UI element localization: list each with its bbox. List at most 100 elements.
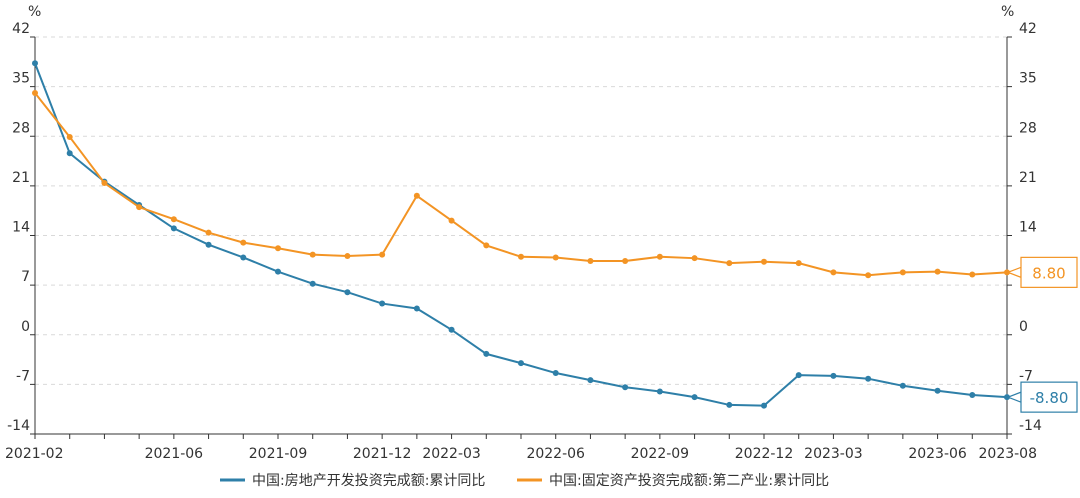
y-tick-label-left: 21 (12, 170, 30, 186)
end-value-label-2: 8.80 (1006, 256, 1078, 288)
end-label-pointer (1006, 391, 1022, 404)
data-point (587, 377, 594, 384)
y-tick-label-left: -7 (16, 368, 30, 384)
legend-label-1: 中国:房地产开发投资完成额:累计同比 (252, 473, 485, 489)
x-tick-label: 2021-12 (353, 446, 412, 462)
end-label-pointer (1006, 266, 1022, 279)
x-tick-label: 2022-12 (735, 446, 794, 462)
data-point (969, 392, 976, 399)
y-tick-label-right: 21 (1019, 170, 1037, 186)
data-point (761, 402, 767, 409)
data-point (101, 180, 108, 187)
end-labels: -8.80 8.80 (1006, 256, 1078, 413)
data-point (656, 388, 663, 395)
data-point (32, 60, 38, 67)
data-point (934, 387, 941, 394)
data-point (205, 241, 212, 248)
y-tick-label-left: 7 (21, 269, 30, 285)
end-label-box (1020, 381, 1078, 413)
data-point (413, 305, 420, 312)
series-line-2 (34, 92, 1008, 277)
series-line-1 (34, 62, 1008, 407)
data-point (969, 271, 976, 278)
x-tick-label: 2023-08 (979, 446, 1038, 462)
data-point (344, 253, 351, 260)
y-tick-label-left: 0 (21, 319, 30, 335)
x-tick-label: 2022-06 (526, 446, 585, 462)
data-point (899, 269, 906, 276)
data-point (170, 216, 177, 223)
data-point (379, 251, 386, 258)
y-tick-label-right: 28 (1019, 120, 1037, 136)
x-tick-label: 2021-02 (5, 446, 64, 462)
data-point (795, 372, 802, 379)
y-tick-label-right: 42 (1019, 21, 1037, 37)
y-tick-label-right: 14 (1019, 220, 1037, 236)
data-point (726, 260, 733, 267)
data-point (899, 382, 906, 389)
y-tick-label-left: 35 (12, 71, 30, 87)
y-tick-label-left: 42 (12, 21, 30, 37)
right-unit-label: % (1001, 4, 1014, 20)
legend: 中国:房地产开发投资完成额:累计同比 中国:固定资产投资完成额:第二产业:累计同比 (220, 472, 829, 489)
y-tick-label-left: -14 (7, 418, 30, 434)
end-label-text: -8.80 (1030, 389, 1069, 407)
data-point (136, 204, 143, 211)
data-point (865, 375, 872, 382)
data-point (275, 245, 281, 252)
data-point (32, 90, 38, 97)
data-point (622, 258, 629, 265)
data-point (448, 217, 455, 224)
y-tick-label-left: 28 (12, 120, 30, 136)
x-tick-label: 2021-06 (145, 446, 204, 462)
data-point (865, 272, 872, 279)
data-point (240, 239, 247, 246)
data-point (170, 225, 177, 232)
data-point (344, 289, 351, 296)
y-tick-label-left: 14 (12, 220, 30, 236)
data-point (622, 384, 629, 391)
y-tick-label-right: 35 (1019, 71, 1037, 87)
data-point (656, 253, 663, 260)
data-point (448, 326, 455, 333)
data-point (830, 372, 837, 379)
end-value-label-1: -8.80 (1006, 381, 1078, 413)
data-point (413, 192, 420, 199)
data-point (691, 394, 698, 401)
data-point (830, 269, 837, 276)
x-tick-label: 2022-09 (631, 446, 690, 462)
end-label-box (1020, 256, 1078, 288)
data-point (518, 253, 524, 260)
data-point (761, 258, 767, 265)
left-unit-label: % (28, 4, 41, 20)
data-point (552, 254, 559, 261)
legend-label-2: 中国:固定资产投资完成额:第二产业:累计同比 (549, 472, 829, 489)
y-tick-label-right: -14 (1019, 418, 1042, 434)
y-ticks: -14-14-7-7007714142121282835354242 (7, 21, 1042, 435)
data-point (691, 255, 698, 262)
x-tick-label: 2022-03 (422, 446, 481, 462)
data-point (934, 268, 941, 275)
data-point (587, 258, 594, 265)
data-point (66, 150, 73, 157)
y-tick-label-right: -7 (1019, 368, 1033, 384)
end-label-text: 8.80 (1032, 264, 1065, 282)
data-point (205, 229, 212, 236)
x-tick-label: 2023-03 (804, 446, 863, 462)
data-point (240, 254, 247, 261)
data-point (66, 133, 73, 140)
data-point (552, 370, 559, 377)
data-point (483, 350, 490, 357)
data-point (726, 401, 733, 408)
x-tick-label: 2023-06 (908, 446, 967, 462)
data-point (518, 360, 524, 367)
y-tick-label-right: 0 (1019, 319, 1028, 335)
data-point (309, 251, 316, 258)
data-point (275, 268, 281, 275)
data-point (309, 280, 316, 287)
grid (35, 36, 1007, 385)
data-point (379, 300, 386, 307)
x-tick-label: 2021-09 (249, 446, 308, 462)
